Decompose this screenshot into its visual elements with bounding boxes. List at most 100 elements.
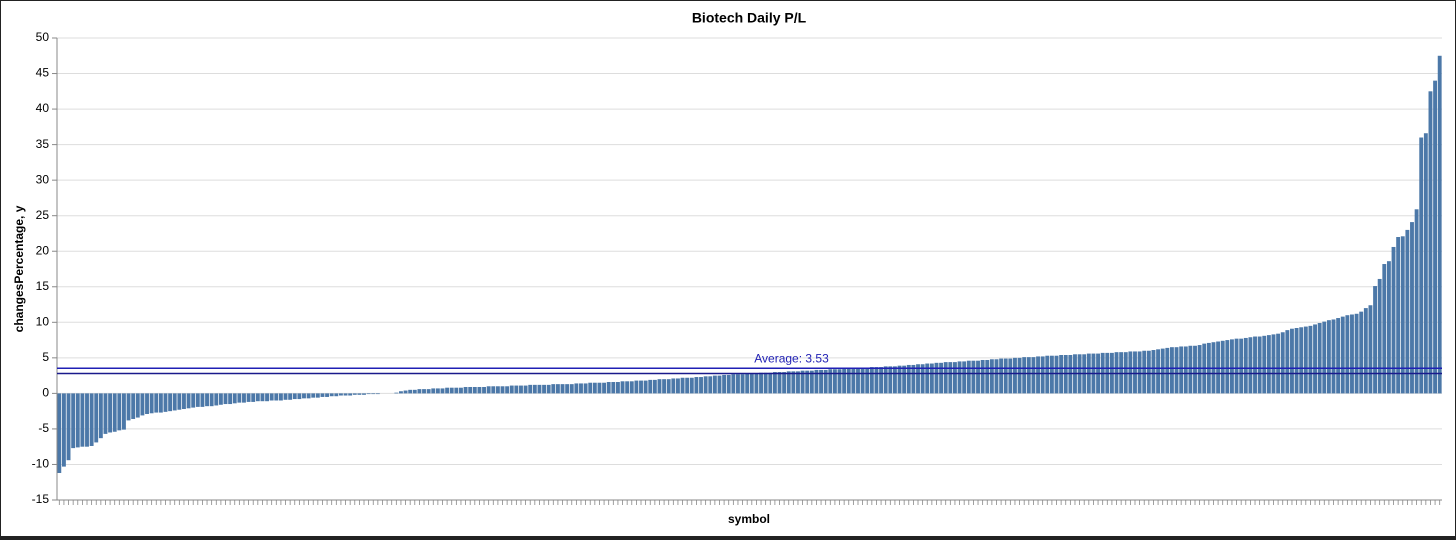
bar xyxy=(329,393,334,397)
bar xyxy=(1017,357,1022,394)
bar xyxy=(1160,348,1165,394)
bar xyxy=(352,393,357,395)
bar xyxy=(1271,334,1276,394)
bar xyxy=(634,380,639,394)
bar xyxy=(71,393,76,449)
bar xyxy=(145,393,149,414)
bar xyxy=(182,393,186,410)
bar xyxy=(223,393,228,405)
y-axis-title: changesPercentage, y xyxy=(12,205,26,332)
bar xyxy=(1382,264,1387,394)
bar xyxy=(242,393,246,403)
bar xyxy=(505,386,510,394)
bar xyxy=(1188,345,1193,394)
bar xyxy=(94,393,99,443)
bar xyxy=(920,364,925,394)
bar xyxy=(283,393,288,400)
y-tick-label: 35 xyxy=(36,137,50,151)
bar xyxy=(362,393,366,395)
bar xyxy=(1313,324,1317,394)
bar xyxy=(846,368,851,394)
bar xyxy=(934,362,939,394)
bar xyxy=(676,378,680,394)
bar xyxy=(338,393,343,396)
bar xyxy=(532,384,537,394)
bar xyxy=(1253,336,1257,394)
bar xyxy=(1294,327,1299,394)
bar xyxy=(652,379,657,394)
bar xyxy=(528,384,533,394)
bar xyxy=(1350,314,1354,394)
bar xyxy=(754,373,759,394)
bar xyxy=(477,386,482,394)
bar xyxy=(685,377,690,394)
bar xyxy=(856,367,860,394)
bar xyxy=(149,393,154,414)
bar xyxy=(680,377,685,394)
bar xyxy=(403,390,408,394)
bar xyxy=(523,385,528,394)
bar xyxy=(348,393,353,396)
bar xyxy=(495,386,500,394)
bar xyxy=(953,362,957,394)
bar xyxy=(1179,346,1184,394)
bar xyxy=(1003,358,1008,394)
bar xyxy=(763,372,768,394)
bar xyxy=(699,377,703,394)
bar xyxy=(1414,209,1419,394)
bar xyxy=(1137,351,1142,394)
bar xyxy=(297,393,302,400)
bar xyxy=(1169,347,1174,394)
bar xyxy=(177,393,182,410)
bar xyxy=(1262,335,1267,394)
bar xyxy=(1285,330,1290,394)
bar xyxy=(320,393,325,397)
bar xyxy=(592,382,597,394)
bar xyxy=(191,393,196,408)
bar xyxy=(736,374,740,394)
bar xyxy=(925,363,930,394)
bar xyxy=(1049,355,1054,394)
bar xyxy=(274,393,279,401)
bar xyxy=(768,372,773,394)
bottom-edge xyxy=(0,536,1456,540)
bar xyxy=(486,386,491,394)
bar xyxy=(1230,339,1234,394)
bar xyxy=(1008,358,1013,394)
bar xyxy=(1040,356,1045,394)
bar xyxy=(579,383,583,394)
bar xyxy=(759,372,763,394)
bar xyxy=(1363,308,1368,394)
bar xyxy=(602,382,607,394)
bar xyxy=(440,388,445,394)
bar xyxy=(1419,137,1424,394)
bar xyxy=(394,392,399,394)
bar xyxy=(749,373,754,394)
bar xyxy=(555,384,560,394)
bar xyxy=(1410,222,1414,394)
bar xyxy=(1234,338,1239,394)
bar xyxy=(228,393,233,405)
bar xyxy=(1156,349,1161,394)
bar xyxy=(454,387,459,394)
bar xyxy=(200,393,205,407)
bar xyxy=(957,361,962,394)
bar xyxy=(66,393,71,461)
bar xyxy=(1036,356,1040,394)
bar xyxy=(1386,261,1391,394)
bar xyxy=(772,372,777,394)
bar xyxy=(255,393,260,402)
bar xyxy=(375,393,380,395)
bar xyxy=(1377,278,1382,394)
bar xyxy=(292,393,297,400)
bar xyxy=(1290,328,1294,394)
bar xyxy=(1359,311,1364,394)
bar xyxy=(731,374,736,394)
bar xyxy=(1266,335,1271,394)
bar xyxy=(1225,340,1230,394)
bar xyxy=(366,393,371,395)
bar xyxy=(874,367,879,394)
bar xyxy=(315,393,320,398)
bar xyxy=(786,371,791,394)
bar xyxy=(288,393,293,400)
